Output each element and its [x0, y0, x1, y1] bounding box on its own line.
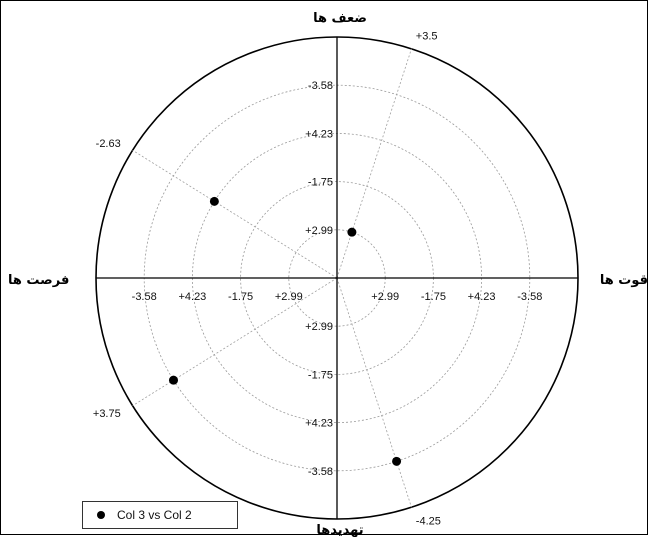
tick-label: +2.99	[371, 291, 399, 303]
tick-label: -1.75	[228, 291, 253, 303]
radial-tick-labels: +2.99 +2.99 +2.99 +2.99 -1.75 -1.75 -1.75 -1.75…	[132, 80, 543, 478]
tick-label: +2.99	[305, 225, 333, 237]
legend-marker	[97, 511, 105, 519]
ray-label: -2.63	[96, 138, 121, 150]
quadrant-label-right: قوت ها	[600, 273, 648, 288]
tick-label: -3.58	[517, 291, 542, 303]
ray-label: +3.75	[93, 408, 121, 420]
data-point	[168, 375, 178, 385]
data-point	[209, 196, 219, 206]
ray-labels: +3.5 -2.63 +3.75 -4.25	[93, 30, 441, 527]
data-points	[168, 196, 402, 466]
legend-label: Col 3 vs Col 2	[117, 508, 192, 522]
legend: Col 3 vs Col 2	[82, 501, 238, 529]
tick-label: -1.75	[308, 369, 333, 381]
tick-label: -3.58	[308, 80, 333, 92]
data-point	[347, 227, 357, 237]
ray-lines	[132, 48, 412, 508]
tick-label: +4.23	[468, 291, 496, 303]
data-point	[392, 456, 402, 466]
tick-label: +4.23	[305, 128, 333, 140]
quadrant-label-top: ضعف ها	[313, 11, 367, 26]
tick-label: -1.75	[308, 177, 333, 189]
ray-line	[132, 277, 338, 407]
tick-label: +2.99	[305, 321, 333, 333]
ray-label: -4.25	[416, 516, 441, 528]
ray-line	[336, 277, 412, 508]
ray-label: +3.5	[416, 30, 438, 42]
ray-line	[336, 48, 412, 279]
ray-line	[132, 149, 338, 279]
quadrant-label-left: فرصت ها	[8, 273, 69, 288]
tick-label: +2.99	[275, 291, 303, 303]
tick-label: +4.23	[305, 418, 333, 430]
quadrant-label-bottom: تهدیدها	[316, 523, 363, 537]
tick-label: -1.75	[421, 291, 446, 303]
tick-label: +4.23	[178, 291, 206, 303]
main-axes	[96, 37, 578, 519]
tick-label: -3.58	[132, 291, 157, 303]
tick-label: -3.58	[308, 466, 333, 478]
